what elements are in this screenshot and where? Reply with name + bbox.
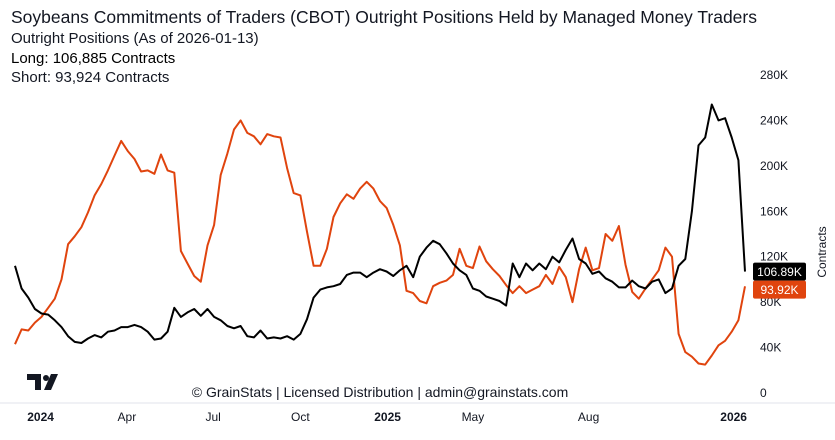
y-axis: 0 40K 80K 120K 160K 200K 240K 280K: [760, 68, 788, 400]
series-line-short: [14, 119, 746, 366]
y-tick-label: 160K: [760, 204, 788, 218]
last-value-badge-long: [753, 262, 806, 281]
y-tick-label: 80K: [760, 295, 781, 309]
y-tick-label: 0: [760, 386, 767, 400]
last-value-label-short: 93.92K: [760, 283, 798, 297]
last-value-labels: 106.89K 93.92K: [753, 262, 806, 299]
y-tick-label: 280K: [760, 68, 788, 82]
copyright-watermark: © GrainStats | Licensed Distribution | a…: [191, 384, 569, 400]
x-tick-label: Aug: [578, 410, 599, 424]
chart-title: Soybeans Commitments of Traders (CBOT) O…: [11, 7, 757, 27]
x-axis: 2024 Apr Jul Oct 2025 May Aug 2026: [0, 402, 835, 424]
y-tick-label: 120K: [760, 250, 788, 264]
x-tick-label: May: [462, 410, 485, 424]
chart-subtitle: Outright Positions (As of 2026-01-13): [11, 30, 259, 47]
y-axis-label: Contracts: [815, 226, 829, 277]
x-tick-label: 2025: [374, 410, 401, 424]
legend-short: Short: 93,924 Contracts: [11, 69, 170, 86]
y-tick-label: 240K: [760, 113, 788, 127]
x-tick-label: 2026: [720, 410, 747, 424]
y-tick-label: 200K: [760, 159, 788, 173]
tradingview-logo-icon[interactable]: [27, 374, 59, 395]
last-value-label-long: 106.89K: [757, 265, 802, 279]
y-tick-label: 40K: [760, 341, 781, 355]
legend-long: Long: 106,885 Contracts: [11, 50, 176, 67]
series-layer: [14, 103, 746, 366]
series-line-long: [14, 103, 746, 344]
x-tick-label: 2024: [27, 410, 54, 424]
last-value-badge-short: [753, 280, 806, 299]
x-tick-label: Oct: [291, 410, 310, 424]
x-tick-label: Apr: [118, 410, 137, 424]
x-tick-label: Jul: [205, 410, 220, 424]
